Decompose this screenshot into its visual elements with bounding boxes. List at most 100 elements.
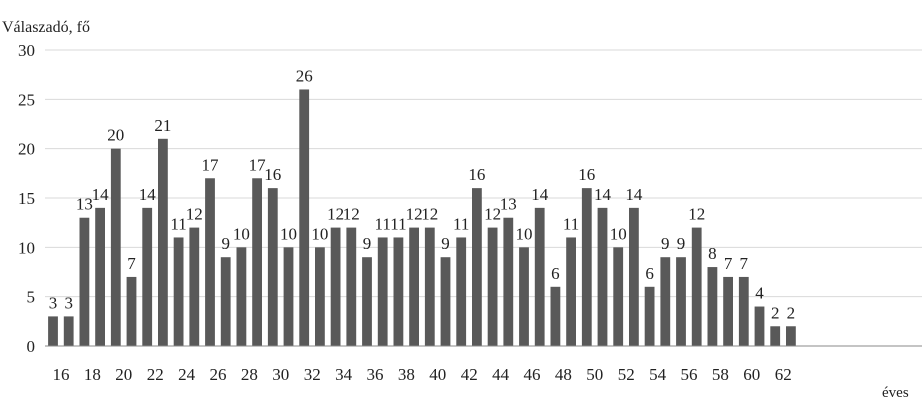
data-label: 14: [625, 185, 643, 204]
bar: [519, 247, 529, 346]
bar: [158, 138, 168, 346]
data-label: 11: [375, 214, 391, 233]
data-label: 9: [221, 234, 230, 253]
y-tick-label: 30: [18, 41, 35, 60]
x-tick-label: 24: [178, 365, 196, 384]
bar: [597, 207, 608, 346]
y-tick-label: 10: [18, 238, 35, 257]
y-axis-ticks: 0 5 10 15 20 25 30: [18, 41, 35, 356]
bar: [252, 178, 262, 346]
bar: [409, 227, 419, 346]
y-tick-label: 0: [27, 337, 36, 356]
x-tick-label: 46: [524, 365, 541, 384]
data-label: 20: [107, 126, 124, 145]
bars: [48, 89, 796, 346]
bar: [566, 237, 576, 346]
y-axis-label: Válaszadó, fő: [2, 19, 90, 36]
data-label: 12: [484, 205, 501, 224]
data-label: 16: [264, 165, 281, 184]
bar: [220, 257, 231, 346]
data-label: 2: [771, 303, 780, 322]
data-label: 12: [186, 205, 203, 224]
bar: [738, 276, 749, 346]
bar: [534, 207, 545, 346]
bar: [691, 227, 702, 346]
data-label: 12: [343, 205, 360, 224]
bar: [283, 247, 294, 346]
bar: [472, 188, 482, 346]
x-tick-label: 56: [681, 365, 698, 384]
data-label: 11: [563, 214, 579, 233]
bar: [377, 237, 388, 346]
data-label: 14: [531, 185, 549, 204]
data-label: 6: [645, 264, 654, 283]
y-tick-label: 25: [18, 90, 35, 109]
data-label: 11: [170, 214, 186, 233]
bar: [550, 286, 561, 346]
data-label: 12: [688, 205, 705, 224]
bar: [487, 227, 498, 346]
x-tick-label: 48: [555, 365, 572, 384]
x-tick-label: 22: [147, 365, 164, 384]
data-label: 12: [406, 205, 423, 224]
bar: [205, 178, 215, 346]
data-label: 10: [516, 224, 533, 243]
data-label: 16: [578, 165, 595, 184]
bar: [346, 227, 357, 346]
bar: [440, 257, 451, 346]
bar: [126, 276, 137, 346]
data-label: 7: [724, 254, 733, 273]
data-label: 8: [708, 244, 717, 263]
bar: [393, 237, 404, 346]
data-label: 10: [233, 224, 250, 243]
data-label: 10: [280, 224, 297, 243]
data-label: 17: [202, 155, 220, 174]
bar: [676, 257, 686, 346]
x-tick-label: 16: [53, 365, 70, 384]
x-tick-label: 62: [775, 365, 792, 384]
x-tick-label: 26: [210, 365, 227, 384]
bar: [754, 306, 765, 346]
bar: [63, 316, 74, 346]
bar: [581, 188, 592, 346]
x-tick-label: 44: [492, 365, 510, 384]
data-label: 2: [787, 303, 796, 322]
data-label: 9: [677, 234, 686, 253]
x-tick-label: 42: [461, 365, 478, 384]
x-tick-label: 36: [367, 365, 384, 384]
data-label: 11: [390, 214, 406, 233]
x-tick-label: 32: [304, 365, 321, 384]
bar: [48, 316, 58, 346]
bar: [362, 257, 372, 346]
bar: [299, 89, 310, 346]
x-tick-label: 20: [115, 365, 132, 384]
data-label: 4: [755, 284, 764, 303]
x-tick-label: 18: [84, 365, 101, 384]
x-tick-label: 34: [335, 365, 353, 384]
bar: [786, 326, 796, 346]
bar: [79, 217, 90, 346]
bar: [770, 326, 781, 346]
data-label: 3: [64, 293, 73, 312]
y-tick-label: 15: [18, 189, 35, 208]
y-tick-label: 20: [18, 140, 35, 159]
x-axis-ticks: 16 18 20 22 24 26 28 30 32 34 36 38 40 42 44 46 48 50 52 54…: [53, 365, 792, 384]
data-label: 9: [661, 234, 670, 253]
bar: [723, 276, 733, 346]
x-tick-label: 50: [586, 365, 603, 384]
bar: [173, 237, 184, 346]
bar: [629, 207, 639, 346]
bar: [644, 286, 655, 346]
bar: [503, 217, 514, 346]
data-label: 3: [49, 293, 58, 312]
bar: [456, 237, 467, 346]
bar: [189, 227, 200, 346]
bar: [267, 188, 278, 346]
bar: [95, 207, 105, 346]
x-tick-label: 38: [398, 365, 415, 384]
data-label: 26: [296, 66, 313, 85]
data-label: 13: [76, 195, 93, 214]
bar: [315, 247, 325, 346]
